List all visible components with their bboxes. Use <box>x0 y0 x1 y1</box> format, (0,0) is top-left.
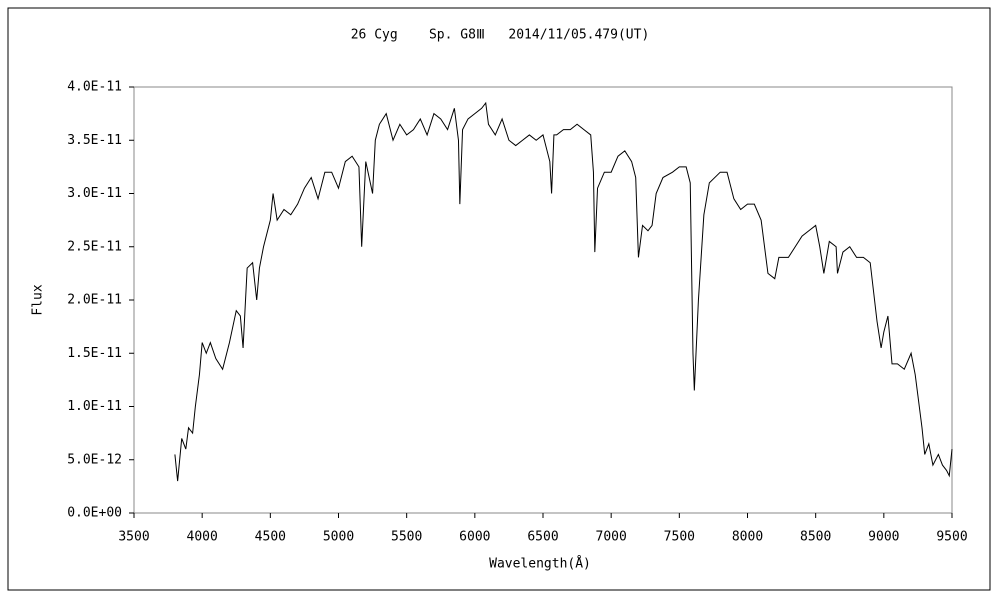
x-tick-label: 7500 <box>664 530 695 545</box>
y-tick-label: 4.0E-11 <box>67 80 122 95</box>
x-tick-label: 6500 <box>527 530 558 545</box>
y-tick-label: 0.0E+00 <box>67 506 122 521</box>
x-tick-label: 9000 <box>868 530 899 545</box>
x-tick-label: 7000 <box>596 530 627 545</box>
y-tick-label: 3.5E-11 <box>67 133 122 148</box>
y-tick-label: 1.0E-11 <box>67 399 122 414</box>
x-tick-label: 5500 <box>391 530 422 545</box>
chart-title: 26 Cyg Sp. G8Ⅲ 2014/11/05.479(UT) <box>351 28 650 43</box>
spectrum-line <box>174 101 953 482</box>
y-tick-label: 2.5E-11 <box>67 239 122 254</box>
x-tick-label: 3500 <box>118 530 149 545</box>
y-axis-label: Flux <box>31 284 46 315</box>
x-tick-label: 4000 <box>187 530 218 545</box>
x-tick-label: 8000 <box>732 530 763 545</box>
y-tick-label: 1.5E-11 <box>67 346 122 361</box>
x-tick-label: 4500 <box>255 530 286 545</box>
x-tick-label: 9500 <box>936 530 967 545</box>
y-tick-label: 2.0E-11 <box>67 293 122 308</box>
y-tick-label: 5.0E-12 <box>67 452 122 467</box>
x-tick-label: 8500 <box>800 530 831 545</box>
x-axis-label: Wavelength(Å) <box>489 556 591 572</box>
x-tick-label: 5000 <box>323 530 354 545</box>
y-tick-label: 3.0E-11 <box>67 186 122 201</box>
x-tick-label: 6000 <box>459 530 490 545</box>
chart-frame <box>7 7 991 591</box>
